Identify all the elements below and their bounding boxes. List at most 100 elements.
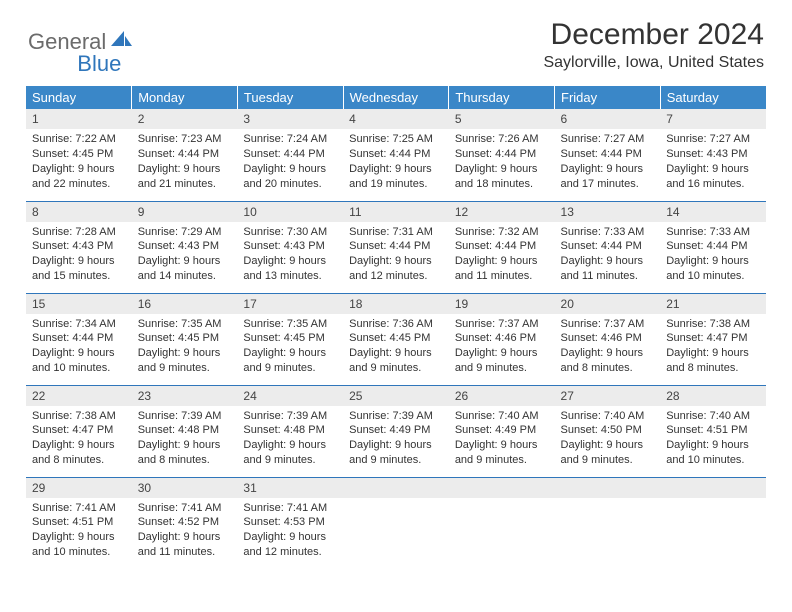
daylight-text-1: Daylight: 9 hours [32,530,126,545]
daylight-text-2: and 20 minutes. [243,177,337,192]
day-number: 3 [237,109,343,129]
day-details: Sunrise: 7:41 AMSunset: 4:51 PMDaylight:… [26,498,132,565]
sunset-text: Sunset: 4:47 PM [32,423,126,438]
calendar-cell: 7Sunrise: 7:27 AMSunset: 4:43 PMDaylight… [660,109,766,201]
sunrise-text: Sunrise: 7:25 AM [349,132,443,147]
day-number [449,478,555,498]
logo: General Blue [28,18,157,66]
sunrise-text: Sunrise: 7:39 AM [349,409,443,424]
day-details: Sunrise: 7:39 AMSunset: 4:49 PMDaylight:… [343,406,449,473]
sunrise-text: Sunrise: 7:23 AM [138,132,232,147]
sunset-text: Sunset: 4:50 PM [561,423,655,438]
daylight-text-2: and 19 minutes. [349,177,443,192]
sunset-text: Sunset: 4:44 PM [138,147,232,162]
calendar-cell [660,477,766,569]
day-number: 5 [449,109,555,129]
title-block: December 2024 Saylorville, Iowa, United … [543,18,764,72]
daylight-text-2: and 9 minutes. [243,453,337,468]
calendar-cell [343,477,449,569]
day-details: Sunrise: 7:41 AMSunset: 4:52 PMDaylight:… [132,498,238,565]
day-number: 18 [343,294,449,314]
daylight-text-1: Daylight: 9 hours [32,162,126,177]
calendar-cell: 5Sunrise: 7:26 AMSunset: 4:44 PMDaylight… [449,109,555,201]
sunset-text: Sunset: 4:53 PM [243,515,337,530]
sunrise-text: Sunrise: 7:40 AM [561,409,655,424]
daylight-text-2: and 22 minutes. [32,177,126,192]
calendar-cell [555,477,661,569]
sunset-text: Sunset: 4:48 PM [243,423,337,438]
day-details: Sunrise: 7:30 AMSunset: 4:43 PMDaylight:… [237,222,343,289]
day-details: Sunrise: 7:39 AMSunset: 4:48 PMDaylight:… [237,406,343,473]
calendar-cell: 8Sunrise: 7:28 AMSunset: 4:43 PMDaylight… [26,201,132,293]
calendar-cell: 16Sunrise: 7:35 AMSunset: 4:45 PMDayligh… [132,293,238,385]
daylight-text-2: and 8 minutes. [666,361,760,376]
daylight-text-2: and 10 minutes. [666,269,760,284]
calendar-cell: 21Sunrise: 7:38 AMSunset: 4:47 PMDayligh… [660,293,766,385]
sunset-text: Sunset: 4:44 PM [243,147,337,162]
logo-text-blue: Blue [77,51,121,77]
calendar-cell: 18Sunrise: 7:36 AMSunset: 4:45 PMDayligh… [343,293,449,385]
daylight-text-1: Daylight: 9 hours [243,346,337,361]
day-number: 10 [237,202,343,222]
day-details: Sunrise: 7:34 AMSunset: 4:44 PMDaylight:… [26,314,132,381]
day-number: 17 [237,294,343,314]
calendar-cell: 15Sunrise: 7:34 AMSunset: 4:44 PMDayligh… [26,293,132,385]
sunrise-text: Sunrise: 7:29 AM [138,225,232,240]
day-number: 26 [449,386,555,406]
day-number: 2 [132,109,238,129]
day-number: 4 [343,109,449,129]
calendar-cell: 29Sunrise: 7:41 AMSunset: 4:51 PMDayligh… [26,477,132,569]
daylight-text-1: Daylight: 9 hours [666,346,760,361]
daylight-text-1: Daylight: 9 hours [666,438,760,453]
calendar-cell [449,477,555,569]
sunset-text: Sunset: 4:44 PM [666,239,760,254]
calendar-table: SundayMondayTuesdayWednesdayThursdayFrid… [26,86,766,569]
sunrise-text: Sunrise: 7:27 AM [561,132,655,147]
daylight-text-1: Daylight: 9 hours [243,530,337,545]
daylight-text-2: and 12 minutes. [349,269,443,284]
weekday-header: Tuesday [237,86,343,109]
day-details: Sunrise: 7:31 AMSunset: 4:44 PMDaylight:… [343,222,449,289]
daylight-text-2: and 9 minutes. [561,453,655,468]
day-number: 16 [132,294,238,314]
daylight-text-2: and 9 minutes. [455,453,549,468]
sunset-text: Sunset: 4:49 PM [455,423,549,438]
calendar-cell: 14Sunrise: 7:33 AMSunset: 4:44 PMDayligh… [660,201,766,293]
sunset-text: Sunset: 4:45 PM [349,331,443,346]
day-details: Sunrise: 7:39 AMSunset: 4:48 PMDaylight:… [132,406,238,473]
daylight-text-2: and 14 minutes. [138,269,232,284]
day-details: Sunrise: 7:29 AMSunset: 4:43 PMDaylight:… [132,222,238,289]
day-details: Sunrise: 7:35 AMSunset: 4:45 PMDaylight:… [132,314,238,381]
sunset-text: Sunset: 4:45 PM [32,147,126,162]
sunset-text: Sunset: 4:46 PM [561,331,655,346]
daylight-text-1: Daylight: 9 hours [32,346,126,361]
sunset-text: Sunset: 4:43 PM [32,239,126,254]
daylight-text-1: Daylight: 9 hours [349,162,443,177]
day-details: Sunrise: 7:26 AMSunset: 4:44 PMDaylight:… [449,129,555,196]
calendar-cell: 20Sunrise: 7:37 AMSunset: 4:46 PMDayligh… [555,293,661,385]
day-details: Sunrise: 7:33 AMSunset: 4:44 PMDaylight:… [660,222,766,289]
daylight-text-1: Daylight: 9 hours [243,438,337,453]
calendar-cell: 9Sunrise: 7:29 AMSunset: 4:43 PMDaylight… [132,201,238,293]
day-number: 7 [660,109,766,129]
sunset-text: Sunset: 4:43 PM [666,147,760,162]
day-details: Sunrise: 7:22 AMSunset: 4:45 PMDaylight:… [26,129,132,196]
day-number [343,478,449,498]
weekday-header: Saturday [660,86,766,109]
calendar-cell: 2Sunrise: 7:23 AMSunset: 4:44 PMDaylight… [132,109,238,201]
day-number: 15 [26,294,132,314]
location: Saylorville, Iowa, United States [543,54,764,72]
sunset-text: Sunset: 4:44 PM [561,239,655,254]
calendar-cell: 26Sunrise: 7:40 AMSunset: 4:49 PMDayligh… [449,385,555,477]
calendar-cell: 4Sunrise: 7:25 AMSunset: 4:44 PMDaylight… [343,109,449,201]
weekday-header: Friday [555,86,661,109]
daylight-text-1: Daylight: 9 hours [666,162,760,177]
daylight-text-1: Daylight: 9 hours [243,162,337,177]
daylight-text-2: and 8 minutes. [138,453,232,468]
sunrise-text: Sunrise: 7:39 AM [138,409,232,424]
weekday-header: Monday [132,86,238,109]
daylight-text-1: Daylight: 9 hours [138,438,232,453]
daylight-text-2: and 17 minutes. [561,177,655,192]
sunset-text: Sunset: 4:43 PM [138,239,232,254]
day-details: Sunrise: 7:38 AMSunset: 4:47 PMDaylight:… [26,406,132,473]
